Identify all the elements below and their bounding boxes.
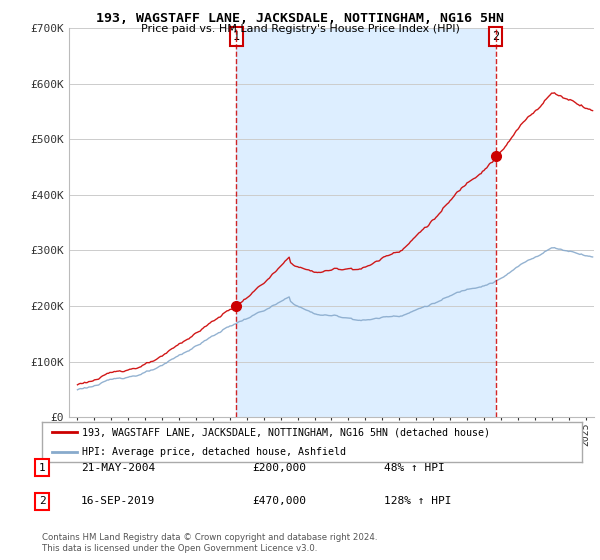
Text: 48% ↑ HPI: 48% ↑ HPI (384, 463, 445, 473)
Text: Contains HM Land Registry data © Crown copyright and database right 2024.
This d: Contains HM Land Registry data © Crown c… (42, 533, 377, 553)
Text: £470,000: £470,000 (252, 496, 306, 506)
Text: 1: 1 (233, 30, 240, 43)
Text: 193, WAGSTAFF LANE, JACKSDALE, NOTTINGHAM, NG16 5HN: 193, WAGSTAFF LANE, JACKSDALE, NOTTINGHA… (96, 12, 504, 25)
Text: 128% ↑ HPI: 128% ↑ HPI (384, 496, 452, 506)
Text: 16-SEP-2019: 16-SEP-2019 (81, 496, 155, 506)
Bar (236, 28, 496, 417)
Text: 21-MAY-2004: 21-MAY-2004 (81, 463, 155, 473)
Text: £200,000: £200,000 (252, 463, 306, 473)
Text: 193, WAGSTAFF LANE, JACKSDALE, NOTTINGHAM, NG16 5HN (detached house): 193, WAGSTAFF LANE, JACKSDALE, NOTTINGHA… (83, 427, 491, 437)
Text: 1: 1 (38, 463, 46, 473)
Text: HPI: Average price, detached house, Ashfield: HPI: Average price, detached house, Ashf… (83, 446, 347, 456)
Text: 2: 2 (38, 496, 46, 506)
Text: Price paid vs. HM Land Registry's House Price Index (HPI): Price paid vs. HM Land Registry's House … (140, 24, 460, 34)
Text: 2: 2 (493, 30, 500, 43)
